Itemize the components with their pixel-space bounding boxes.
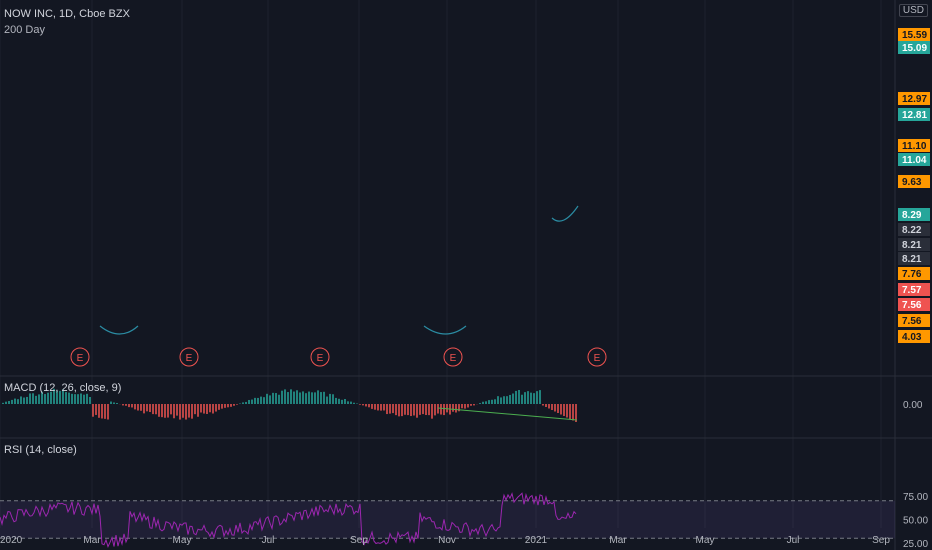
symbol-title: NOW INC, 1D, Cboe BZX [4, 8, 130, 20]
price-label-box [898, 41, 930, 54]
price-label: 7.57 [902, 285, 922, 296]
price-label: 9.63 [902, 177, 922, 188]
price-label: 8.29 [902, 210, 922, 221]
earnings-icon [179, 347, 199, 367]
earnings-label: E [317, 353, 324, 364]
time-tick-label: Sep [350, 535, 368, 546]
macd-axis-label: 0.00 [903, 400, 923, 411]
rsi-band [0, 500, 895, 539]
currency-button[interactable]: USD [898, 4, 928, 17]
time-tick-label: 2020 [0, 535, 23, 546]
price-label-box [898, 238, 930, 251]
rsi-line [0, 492, 577, 548]
price-label-box [898, 223, 930, 236]
earnings-icon [443, 347, 463, 367]
drawings [99, 205, 579, 335]
price-label-box [898, 267, 930, 280]
earnings-label: E [186, 353, 193, 364]
earnings-icon [310, 347, 330, 367]
price-label: 8.22 [902, 225, 922, 236]
price-label-box [898, 175, 930, 188]
price-label-box [898, 153, 930, 166]
macd-legend: MACD (12, 26, close, 9) [4, 382, 122, 394]
price-label-box [898, 252, 930, 265]
price-label-box [898, 208, 930, 221]
rsi-axis-label: 50.00 [903, 516, 928, 527]
bowl-arc [99, 325, 139, 335]
price-label-box [898, 28, 930, 41]
price-label: 7.56 [902, 300, 922, 311]
earnings-label: E [594, 353, 601, 364]
time-tick-label: May [696, 535, 715, 546]
bowl-arc [423, 325, 467, 335]
time-tick-label: Jul [787, 535, 800, 546]
price-label-box [898, 92, 930, 105]
price-label: 15.09 [902, 43, 927, 54]
time-tick-label: 2021 [525, 535, 548, 546]
time-tick-label: Mar [83, 535, 101, 546]
rsi-legend: RSI (14, close) [4, 444, 77, 456]
time-tick-label: Mar [609, 535, 627, 546]
rsi-axis-label: 75.00 [903, 492, 928, 503]
earnings-label: E [77, 353, 84, 364]
price-label-box [898, 139, 930, 152]
earnings-label: E [450, 353, 457, 364]
time-tick-label: May [173, 535, 192, 546]
price-label: 8.21 [902, 240, 922, 251]
macd-divergence-line [437, 407, 578, 421]
price-label: 7.56 [902, 316, 922, 327]
earnings-icon [587, 347, 607, 367]
price-label-box [898, 108, 930, 121]
price-label: 12.81 [902, 110, 927, 121]
price-label: 15.59 [902, 30, 927, 41]
price-axis: 14.0012.0010.002.0015.5915.0912.9712.811… [898, 28, 930, 343]
price-label: 11.10 [902, 141, 927, 152]
price-label: 12.97 [902, 94, 927, 105]
price-label-box [898, 283, 930, 296]
price-label: 4.03 [902, 332, 922, 343]
time-axis: 2020 Mar May Jul Sep Nov 2021 Mar May Jul Sep [0, 535, 890, 546]
time-tick-label: Jul [262, 535, 275, 546]
rsi-pane: 75.00 50.00 25.00 [0, 492, 928, 550]
price-label: 11.04 [902, 155, 927, 166]
price-label-box [898, 314, 930, 327]
handle-arc [551, 205, 579, 222]
macd-pane: 0.00 [2, 388, 923, 422]
time-tick-label: Nov [438, 535, 456, 546]
price-label: 7.76 [902, 269, 922, 280]
price-label-box [898, 330, 930, 343]
rsi-axis-label: 25.00 [903, 539, 928, 550]
price-label-box [898, 298, 930, 311]
price-label: 8.21 [902, 254, 922, 265]
earnings-icon [70, 347, 90, 367]
ma-legend: 200 Day [4, 24, 45, 36]
time-tick-label: Sep [872, 535, 890, 546]
